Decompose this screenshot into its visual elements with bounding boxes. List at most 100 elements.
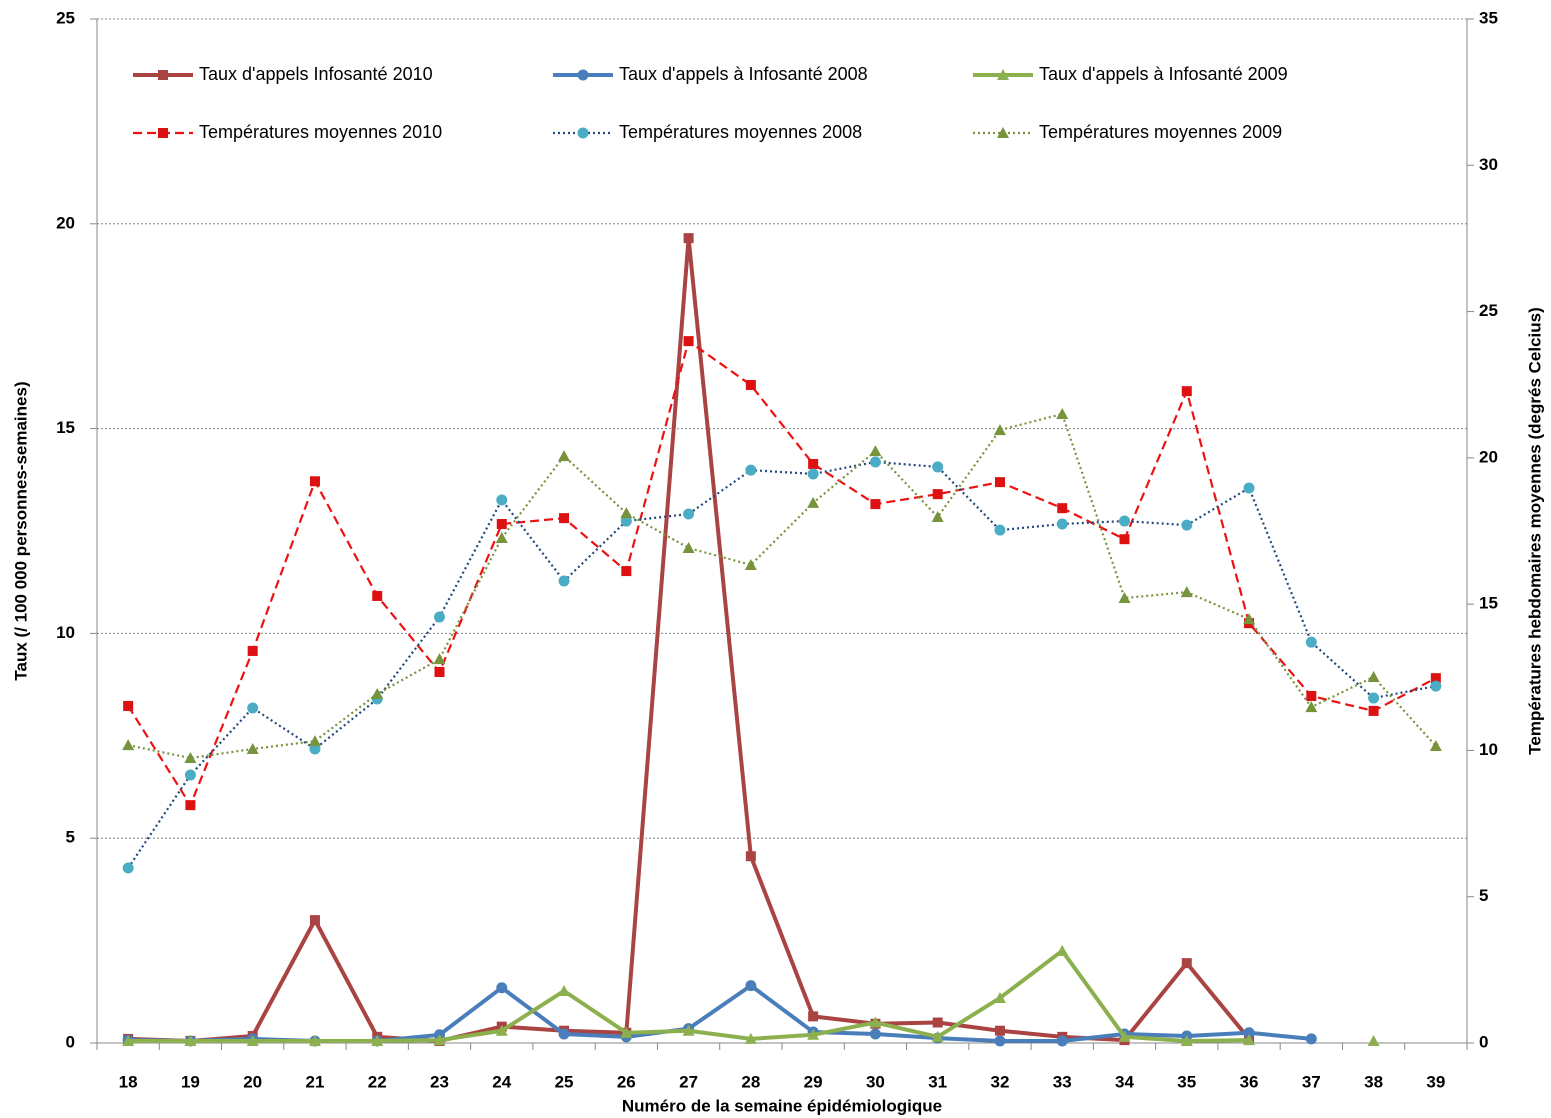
y2-tick-label: 35	[1479, 8, 1498, 27]
marker	[1056, 407, 1069, 419]
legend-label: Taux d'appels Infosanté 2010	[199, 64, 433, 84]
legend-label: Taux d'appels à Infosanté 2009	[1039, 64, 1288, 84]
marker	[495, 1024, 508, 1036]
marker	[122, 739, 135, 751]
marker	[184, 1034, 197, 1046]
x-tick-label: 23	[430, 1072, 449, 1091]
marker	[620, 515, 632, 527]
marker	[807, 468, 819, 480]
marker	[745, 851, 756, 862]
series-line	[127, 460, 1437, 869]
marker	[1118, 1030, 1131, 1042]
legend-label: Températures moyennes 2009	[1039, 122, 1282, 142]
marker	[869, 445, 882, 457]
marker	[496, 518, 507, 529]
marker	[1243, 613, 1256, 625]
marker	[744, 558, 757, 570]
legend-label: Températures moyennes 2010	[199, 122, 442, 142]
legend-marker	[997, 69, 1009, 80]
marker	[1181, 386, 1192, 397]
y-tick-label: 20	[56, 213, 75, 232]
series-line	[127, 412, 1437, 760]
marker	[1305, 1033, 1317, 1045]
marker	[1057, 503, 1068, 514]
marker	[1180, 586, 1193, 598]
marker	[994, 1035, 1006, 1047]
marker	[1181, 519, 1193, 531]
marker	[308, 735, 321, 747]
x-tick-label: 31	[928, 1072, 947, 1091]
legend-marker	[997, 127, 1009, 138]
marker	[932, 461, 944, 473]
marker	[122, 1034, 135, 1046]
marker	[372, 590, 383, 601]
marker	[808, 459, 819, 470]
marker	[808, 1011, 819, 1022]
marker	[309, 476, 320, 487]
marker	[869, 456, 881, 468]
marker	[1368, 705, 1379, 716]
marker	[932, 1017, 943, 1028]
marker	[308, 1034, 321, 1046]
marker	[1305, 701, 1318, 713]
legend-label: Températures moyennes 2008	[619, 122, 862, 142]
x-tick-label: 25	[555, 1072, 574, 1091]
marker	[247, 702, 259, 714]
marker	[1180, 1034, 1193, 1046]
x-tick-label: 29	[804, 1072, 823, 1091]
y-axis-label: Taux (/ 100 000 personnes-semaines)	[11, 381, 30, 680]
marker	[434, 611, 445, 623]
marker	[1367, 1034, 1380, 1046]
y2-tick-label: 25	[1479, 301, 1498, 320]
marker	[682, 1024, 695, 1036]
marker	[1243, 482, 1255, 494]
x-tick-label: 28	[741, 1072, 760, 1091]
marker	[1367, 670, 1380, 682]
marker	[1056, 944, 1069, 956]
marker	[495, 532, 508, 544]
marker	[745, 380, 756, 391]
y-tick-label: 0	[66, 1032, 75, 1051]
marker	[1368, 692, 1380, 704]
marker	[246, 1034, 259, 1046]
x-tick-label: 22	[368, 1072, 387, 1091]
x-tick-label: 20	[243, 1072, 262, 1091]
y2-tick-label: 10	[1479, 740, 1498, 759]
marker	[185, 800, 196, 811]
x-tick-label: 37	[1302, 1072, 1321, 1091]
x-tick-label: 35	[1177, 1072, 1196, 1091]
x-tick-label: 39	[1426, 1072, 1445, 1091]
x-tick-label: 33	[1053, 1072, 1072, 1091]
marker	[1056, 518, 1068, 530]
marker	[1243, 1027, 1255, 1039]
marker	[1430, 673, 1441, 684]
marker	[1429, 740, 1442, 752]
marker	[621, 566, 632, 577]
marker	[309, 915, 320, 926]
marker	[931, 1030, 944, 1042]
x-tick-label: 36	[1240, 1072, 1259, 1091]
marker	[433, 653, 446, 665]
marker	[1119, 534, 1130, 545]
marker	[807, 496, 820, 508]
marker	[682, 541, 695, 553]
marker	[309, 743, 321, 755]
x-tick-label: 38	[1364, 1072, 1383, 1091]
marker	[558, 1028, 570, 1040]
marker	[1181, 958, 1192, 969]
marker	[184, 752, 197, 764]
marker	[807, 1028, 820, 1040]
marker	[1118, 591, 1131, 603]
marker	[496, 494, 508, 506]
marker	[994, 477, 1005, 488]
marker	[745, 980, 757, 992]
x-tick-label: 19	[181, 1072, 200, 1091]
y2-tick-label: 5	[1479, 886, 1488, 905]
x-tick-label: 30	[866, 1072, 885, 1091]
marker	[247, 645, 258, 656]
marker	[994, 1025, 1005, 1036]
marker	[932, 489, 943, 500]
legend-marker	[577, 69, 589, 81]
marker	[869, 1028, 881, 1040]
